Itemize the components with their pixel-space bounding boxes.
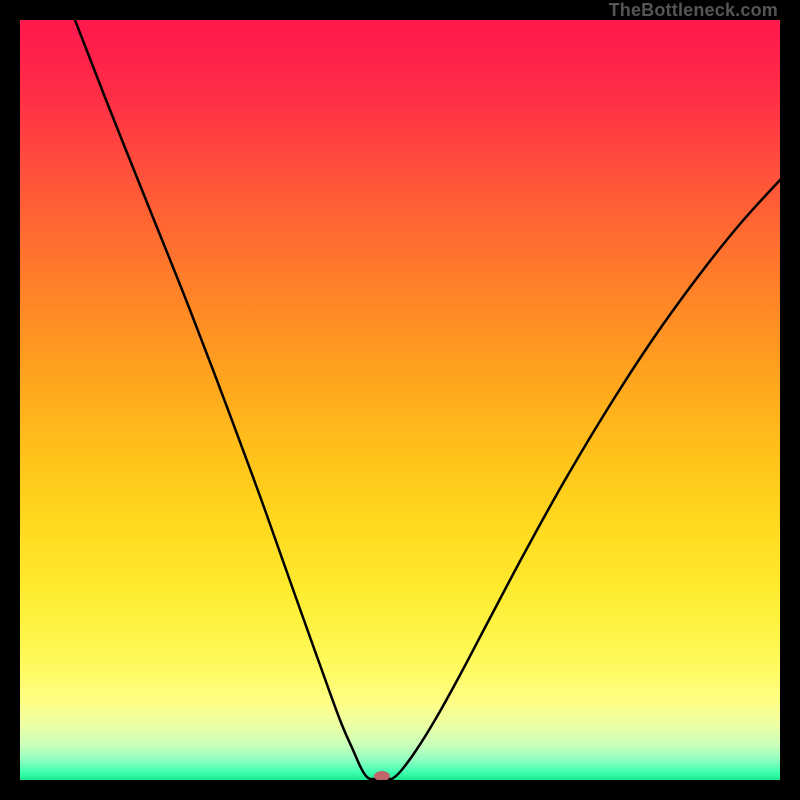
plot-area — [20, 20, 780, 780]
notch-marker — [374, 771, 390, 780]
curve-layer — [20, 20, 780, 780]
chart-frame: TheBottleneck.com — [0, 0, 800, 800]
watermark-text: TheBottleneck.com — [609, 0, 778, 21]
v-curve — [75, 20, 780, 779]
